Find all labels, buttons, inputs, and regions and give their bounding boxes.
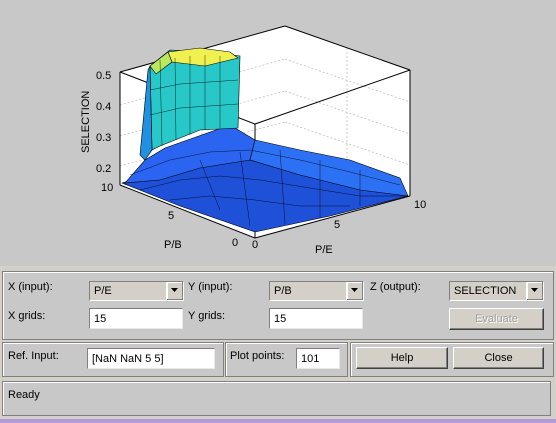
z-tick: 0.5 xyxy=(96,70,111,82)
ref-input-field[interactable]: [NaN NaN 5 5] xyxy=(87,348,215,369)
help-button[interactable]: Help xyxy=(356,347,448,369)
surface-plot: 0.5 0.4 0.3 0.2 10 5 0 0 5 10 SELECTION … xyxy=(80,25,426,256)
surface-mesh xyxy=(121,47,409,233)
y-grids-field[interactable]: 15 xyxy=(269,308,363,329)
y-axis-label: P/B xyxy=(164,239,182,251)
ref-input-label: Ref. Input: xyxy=(8,350,59,362)
y-tick: 5 xyxy=(168,210,174,222)
surface-grid-lines xyxy=(129,55,405,227)
x-input-value: P/E xyxy=(94,285,112,297)
surface-peak-side xyxy=(139,65,153,161)
x-tick: 5 xyxy=(334,219,340,231)
plot-points-label: Plot points: xyxy=(230,350,285,362)
y-tick: 10 xyxy=(101,182,113,194)
z-tick: 0.4 xyxy=(96,101,111,113)
status-bar xyxy=(2,381,551,416)
chevron-down-icon[interactable] xyxy=(346,282,363,300)
z-output-label: Z (output): xyxy=(370,281,421,293)
chevron-down-icon[interactable] xyxy=(526,282,543,300)
y-input-select[interactable]: P/B xyxy=(269,281,364,301)
x-input-label: X (input): xyxy=(8,281,53,293)
y-tick: 0 xyxy=(232,237,238,249)
z-axis-label: SELECTION xyxy=(80,91,92,153)
surface-ridge xyxy=(249,139,409,197)
surface-plot-area: 0.5 0.4 0.3 0.2 10 5 0 0 5 10 SELECTION … xyxy=(0,0,556,266)
z-tick: 0.2 xyxy=(96,163,111,175)
x-tick: 0 xyxy=(252,239,258,251)
x-tick: 10 xyxy=(414,199,426,211)
status-text: Ready xyxy=(8,389,40,401)
x-input-select[interactable]: P/E xyxy=(89,281,184,301)
surface-peak-top-edge xyxy=(149,51,173,75)
plot-points-field[interactable]: 101 xyxy=(296,348,340,369)
y-input-value: P/B xyxy=(274,285,292,297)
chevron-down-icon[interactable] xyxy=(166,282,183,300)
z-output-value: SELECTION xyxy=(454,285,517,297)
window-bottom-border xyxy=(0,419,556,423)
y-grids-label: Y grids: xyxy=(188,310,226,322)
close-button[interactable]: Close xyxy=(453,347,544,369)
z-output-select[interactable]: SELECTION xyxy=(449,281,544,301)
x-grids-field[interactable]: 15 xyxy=(89,308,183,329)
z-tick: 0.3 xyxy=(96,132,111,144)
y-input-label: Y (input): xyxy=(188,281,233,293)
x-grids-label: X grids: xyxy=(8,310,46,322)
x-axis-label: P/E xyxy=(315,244,333,256)
evaluate-button[interactable]: Evaluate xyxy=(449,308,544,330)
